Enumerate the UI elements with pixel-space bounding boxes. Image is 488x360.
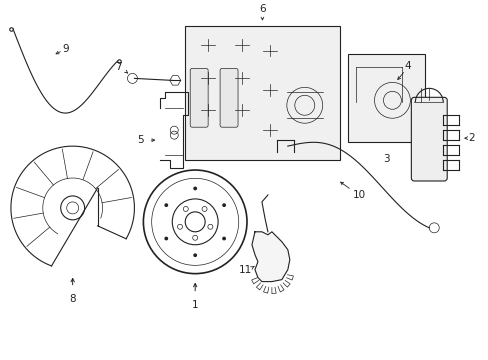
FancyBboxPatch shape [410, 97, 447, 181]
FancyBboxPatch shape [220, 68, 238, 127]
Text: 9: 9 [62, 44, 69, 54]
Text: 11: 11 [238, 265, 251, 275]
Bar [347, 54, 425, 142]
Text: 8: 8 [69, 293, 76, 303]
Circle shape [165, 237, 167, 240]
Text: 6: 6 [259, 4, 265, 14]
Text: 2: 2 [467, 133, 473, 143]
Text: 7: 7 [115, 62, 122, 72]
Text: 4: 4 [403, 62, 410, 71]
Circle shape [194, 187, 196, 190]
Circle shape [165, 204, 167, 206]
Circle shape [194, 254, 196, 256]
Text: 3: 3 [383, 154, 389, 164]
Text: 1: 1 [191, 300, 198, 310]
Bar [185, 26, 339, 160]
Polygon shape [251, 232, 289, 282]
Circle shape [223, 204, 225, 206]
Circle shape [223, 237, 225, 240]
FancyBboxPatch shape [190, 68, 208, 127]
Text: 10: 10 [352, 190, 366, 200]
Text: 5: 5 [137, 135, 143, 145]
